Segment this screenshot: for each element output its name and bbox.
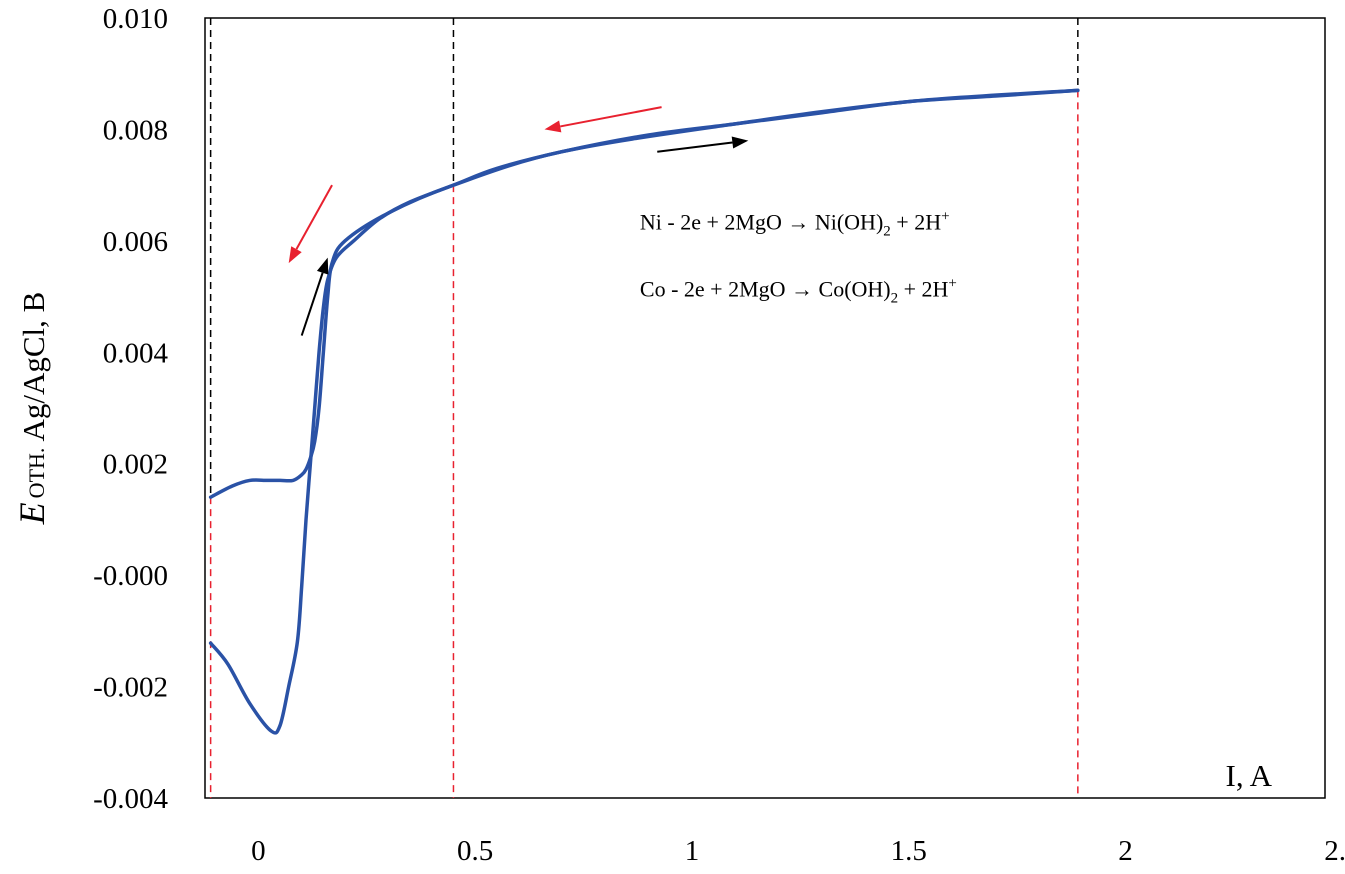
- x-tick-label: 0.5: [457, 835, 493, 867]
- reaction-equation-1: Co - 2e + 2MgO → Co(OH)2 + 2H+: [640, 276, 957, 307]
- vertical-guides: [209, 18, 1079, 798]
- direction-arrow-3: [288, 184, 333, 264]
- x-tick-label: 0: [251, 835, 266, 867]
- equation-part: →: [782, 210, 815, 235]
- x-tick-label: 2: [1118, 835, 1133, 867]
- y-axis-label-subscript: OTH.: [24, 448, 49, 499]
- y-tick-label: 0.002: [103, 449, 168, 481]
- y-tick-label: -0.000: [93, 560, 168, 592]
- direction-arrow-1: [300, 257, 329, 336]
- plot-frame: [204, 17, 1326, 799]
- equation-part: Co(OH): [819, 277, 891, 302]
- direction-arrows: [288, 106, 749, 336]
- equation-part: Ni - 2e + 2MgO: [640, 210, 782, 235]
- equation-part: 2: [883, 224, 891, 240]
- x-tick-label: 1.5: [891, 835, 927, 867]
- series-line-forward: [208, 88, 1080, 735]
- equation-part: +: [948, 276, 956, 292]
- reaction-annotations: Ni - 2e + 2MgO → Ni(OH)2 + 2H+Co - 2e + …: [640, 209, 957, 307]
- y-tick-label: -0.004: [93, 783, 168, 815]
- y-axis-label-text: Ag/AgCl, B: [16, 292, 51, 448]
- equation-part: Co - 2e + 2MgO: [640, 277, 786, 302]
- y-tick-label: 0.008: [103, 114, 168, 146]
- x-axis-tick-labels: 0 0.5 1 1.5 2 2.5: [251, 835, 1345, 867]
- equation-part: +: [941, 209, 949, 225]
- y-tick-label: 0.006: [103, 226, 168, 258]
- equation-part: 2: [891, 291, 899, 307]
- y-tick-label: 0.004: [103, 337, 169, 369]
- equation-part: Ni(OH): [815, 210, 883, 235]
- equation-part: + 2H: [898, 277, 948, 302]
- series-line-reverse: [208, 88, 1080, 499]
- reaction-equation-0: Ni - 2e + 2MgO → Ni(OH)2 + 2H+: [640, 209, 950, 240]
- equation-part: + 2H: [891, 210, 941, 235]
- y-tick-label: 0.010: [103, 3, 168, 35]
- direction-arrow-2: [544, 106, 662, 133]
- y-axis-label-symbol: E: [12, 502, 52, 525]
- x-tick-label: 2.5: [1324, 835, 1345, 867]
- y-axis-label: E OTH. Ag/AgCl, B: [12, 292, 52, 526]
- direction-arrow-0: [657, 136, 749, 153]
- data-series: [208, 88, 1080, 735]
- y-tick-label: -0.002: [93, 672, 168, 704]
- equation-part: →: [786, 277, 819, 302]
- y-axis-tick-labels: 0.010 0.008 0.006 0.004 0.002 -0.000 -0.002 -0.…: [93, 3, 168, 815]
- x-axis-label: I, A: [1226, 758, 1273, 793]
- x-tick-label: 1: [685, 835, 700, 867]
